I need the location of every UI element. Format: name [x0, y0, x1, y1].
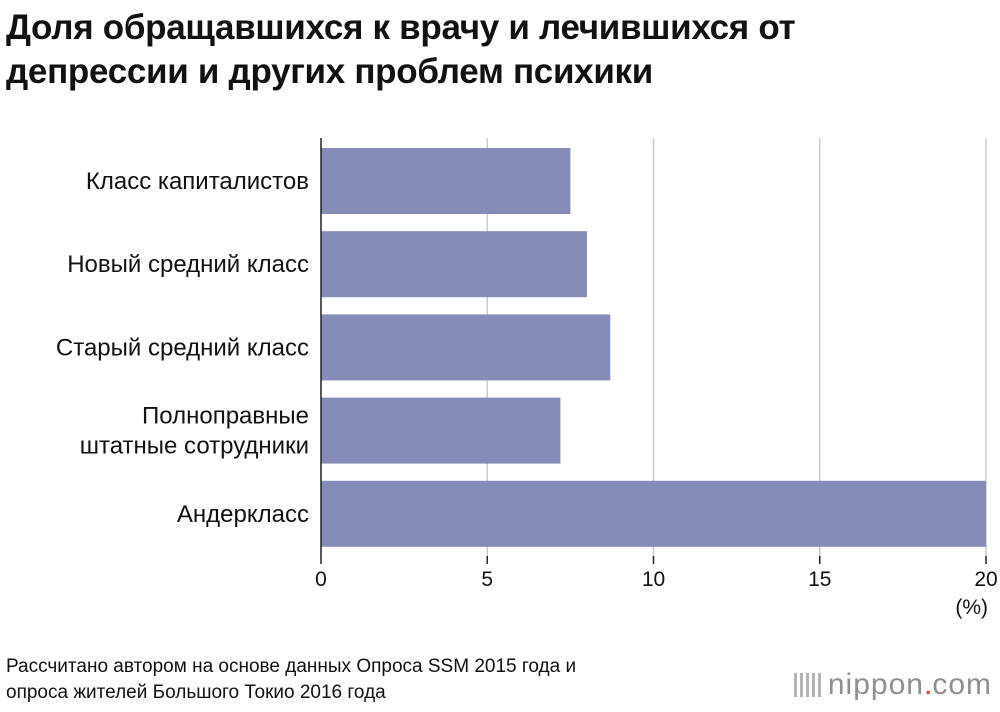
x-axis-unit-label: (%) — [955, 596, 988, 619]
chart-title: Доля обращавшихся к врачу и лечившихся о… — [6, 8, 796, 91]
brand-domain: com — [932, 668, 992, 701]
x-tick-label: 0 — [315, 568, 327, 591]
category-label: Полноправные штатные сотрудники — [80, 403, 309, 460]
brand-name: nippon — [827, 668, 924, 701]
bar — [321, 148, 571, 214]
source-note: Рассчитано автором на основе данных Опро… — [6, 656, 577, 703]
bar — [321, 397, 561, 464]
axes — [320, 138, 987, 564]
nippon-logo: nippon. com — [793, 668, 992, 702]
brand-dot: . — [923, 668, 933, 701]
x-tick-label: 15 — [808, 568, 831, 591]
category-labels: Класс капиталистов Новый средний класс Ста… — [56, 168, 309, 528]
category-label: Старый средний класс — [56, 334, 309, 361]
category-label: Новый средний класс — [67, 251, 309, 278]
x-tick-label: 5 — [481, 568, 493, 591]
bar — [321, 480, 986, 547]
category-label: Андеркласс — [177, 501, 309, 528]
category-label: Класс капиталистов — [86, 168, 309, 195]
bar — [321, 231, 587, 298]
x-tick-label: 20 — [974, 568, 997, 591]
tick-labels: 0 5 10 15 20 — [315, 568, 998, 591]
bar — [321, 314, 611, 381]
nippon-stripes-icon — [793, 673, 822, 697]
x-tick-label: 10 — [642, 568, 665, 591]
bars — [321, 148, 986, 547]
bar-chart: Класс капиталистов Новый средний класс Ста… — [56, 138, 998, 591]
